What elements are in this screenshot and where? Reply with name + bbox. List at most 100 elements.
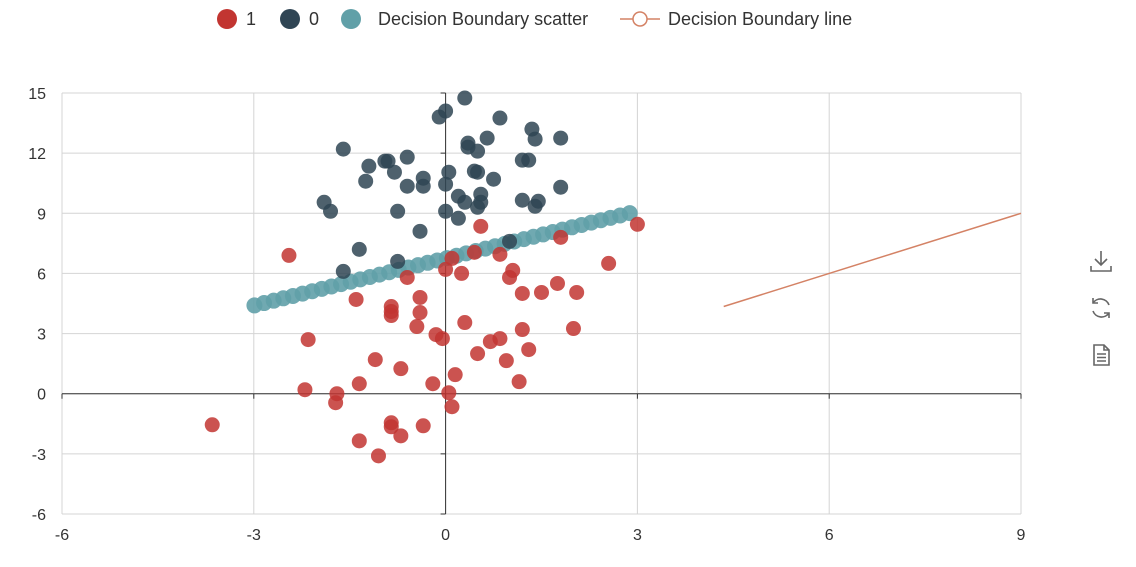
x-tick-label: 0 bbox=[441, 527, 450, 544]
point-class-0[interactable] bbox=[351, 241, 367, 257]
point-class-1[interactable] bbox=[511, 374, 527, 390]
decision-boundary-line-series bbox=[723, 212, 1022, 308]
point-class-0[interactable] bbox=[415, 170, 431, 186]
point-class-1[interactable] bbox=[328, 395, 344, 411]
legend-item-decision-boundary-line[interactable]: Decision Boundary line bbox=[620, 8, 852, 30]
legend-item-0[interactable]: 0 bbox=[279, 8, 319, 30]
data-view-icon[interactable] bbox=[1088, 342, 1114, 368]
point-class-1[interactable] bbox=[447, 367, 463, 383]
point-class-1[interactable] bbox=[204, 417, 220, 433]
point-class-0[interactable] bbox=[399, 178, 415, 194]
point-class-0[interactable] bbox=[553, 130, 569, 146]
point-class-1[interactable] bbox=[434, 331, 450, 347]
point-class-1[interactable] bbox=[412, 289, 428, 305]
point-class-0[interactable] bbox=[358, 173, 374, 189]
point-class-0[interactable] bbox=[438, 176, 454, 192]
point-class-1[interactable] bbox=[351, 376, 367, 392]
boundary-scatter-point[interactable] bbox=[621, 205, 638, 222]
point-class-0[interactable] bbox=[553, 179, 569, 195]
legend-item-1[interactable]: 1 bbox=[216, 8, 256, 30]
legend-marker-boundary-scatter bbox=[341, 9, 361, 29]
point-class-1[interactable] bbox=[601, 255, 617, 271]
tick-labels: -6 -3 0 3 6 9 -6 -3 0 3 6 9 12 15 bbox=[28, 86, 1025, 544]
y-tick-label: 0 bbox=[37, 387, 46, 404]
point-class-0[interactable] bbox=[412, 223, 428, 239]
point-class-0[interactable] bbox=[527, 131, 543, 147]
point-class-0[interactable] bbox=[530, 193, 546, 209]
point-class-1[interactable] bbox=[454, 265, 470, 281]
point-class-0[interactable] bbox=[441, 164, 457, 180]
point-class-1[interactable] bbox=[569, 284, 585, 300]
legend-marker-1 bbox=[217, 9, 237, 29]
point-class-0[interactable] bbox=[323, 203, 339, 219]
point-class-0[interactable] bbox=[361, 158, 377, 174]
point-class-0[interactable] bbox=[514, 192, 530, 208]
point-class-1[interactable] bbox=[514, 322, 530, 338]
x-tick-label: 6 bbox=[825, 527, 834, 544]
point-class-1[interactable] bbox=[367, 352, 383, 368]
point-class-1[interactable] bbox=[399, 269, 415, 285]
point-class-0[interactable] bbox=[380, 153, 396, 169]
point-class-0[interactable] bbox=[486, 171, 502, 187]
point-class-0[interactable] bbox=[473, 194, 489, 210]
point-class-1[interactable] bbox=[505, 262, 521, 278]
point-class-0[interactable] bbox=[492, 110, 508, 126]
point-class-1[interactable] bbox=[425, 376, 441, 392]
point-class-1[interactable] bbox=[297, 382, 313, 398]
point-class-0[interactable] bbox=[479, 130, 495, 146]
point-class-1[interactable] bbox=[457, 315, 473, 331]
point-class-1[interactable] bbox=[470, 346, 486, 362]
point-class-1[interactable] bbox=[492, 246, 508, 262]
point-class-1[interactable] bbox=[281, 247, 297, 263]
point-class-1[interactable] bbox=[514, 285, 530, 301]
point-class-1[interactable] bbox=[383, 419, 399, 435]
point-class-1[interactable] bbox=[409, 319, 425, 335]
point-class-0[interactable] bbox=[502, 233, 518, 249]
point-class-1[interactable] bbox=[412, 305, 428, 321]
point-class-1[interactable] bbox=[565, 321, 581, 337]
point-class-1[interactable] bbox=[438, 261, 454, 277]
point-class-0[interactable] bbox=[390, 253, 406, 269]
point-class-0[interactable] bbox=[335, 141, 351, 157]
point-class-1[interactable] bbox=[415, 418, 431, 434]
point-class-0[interactable] bbox=[470, 143, 486, 159]
x-tick-label: -3 bbox=[247, 527, 261, 544]
point-class-1[interactable] bbox=[393, 361, 409, 377]
point-class-1[interactable] bbox=[498, 353, 514, 369]
legend-label: 0 bbox=[309, 8, 320, 29]
point-class-1[interactable] bbox=[348, 291, 364, 307]
y-tick-label: 6 bbox=[37, 266, 46, 283]
point-class-1[interactable] bbox=[473, 218, 489, 234]
boundary-line[interactable] bbox=[723, 212, 1022, 308]
point-class-0[interactable] bbox=[470, 164, 486, 180]
point-class-1[interactable] bbox=[383, 308, 399, 324]
point-class-1[interactable] bbox=[300, 332, 316, 348]
point-class-1[interactable] bbox=[351, 433, 367, 449]
refresh-icon[interactable] bbox=[1088, 295, 1114, 321]
point-class-1[interactable] bbox=[549, 275, 565, 291]
point-class-0[interactable] bbox=[335, 263, 351, 279]
point-class-1[interactable] bbox=[393, 428, 409, 444]
point-class-1[interactable] bbox=[444, 250, 460, 266]
point-class-1[interactable] bbox=[370, 448, 386, 464]
point-class-1[interactable] bbox=[553, 229, 569, 245]
point-class-1[interactable] bbox=[466, 244, 482, 260]
point-class-0[interactable] bbox=[457, 194, 473, 210]
point-class-0[interactable] bbox=[457, 90, 473, 106]
point-class-0[interactable] bbox=[438, 103, 454, 119]
point-class-0[interactable] bbox=[399, 149, 415, 165]
point-class-0[interactable] bbox=[521, 152, 537, 168]
legend-label: Decision Boundary line bbox=[668, 8, 853, 29]
point-class-1[interactable] bbox=[629, 216, 645, 232]
point-class-0[interactable] bbox=[390, 203, 406, 219]
legend-item-decision-boundary-scatter[interactable]: Decision Boundary scatter bbox=[340, 8, 588, 30]
point-class-1[interactable] bbox=[521, 342, 537, 358]
point-class-0[interactable] bbox=[450, 210, 466, 226]
download-icon[interactable] bbox=[1088, 248, 1114, 274]
point-class-0[interactable] bbox=[386, 164, 402, 180]
point-class-1[interactable] bbox=[534, 284, 549, 300]
point-class-1[interactable] bbox=[492, 331, 508, 347]
point-class-1[interactable] bbox=[441, 385, 457, 401]
point-class-0[interactable] bbox=[438, 203, 454, 219]
point-class-1[interactable] bbox=[444, 399, 460, 415]
